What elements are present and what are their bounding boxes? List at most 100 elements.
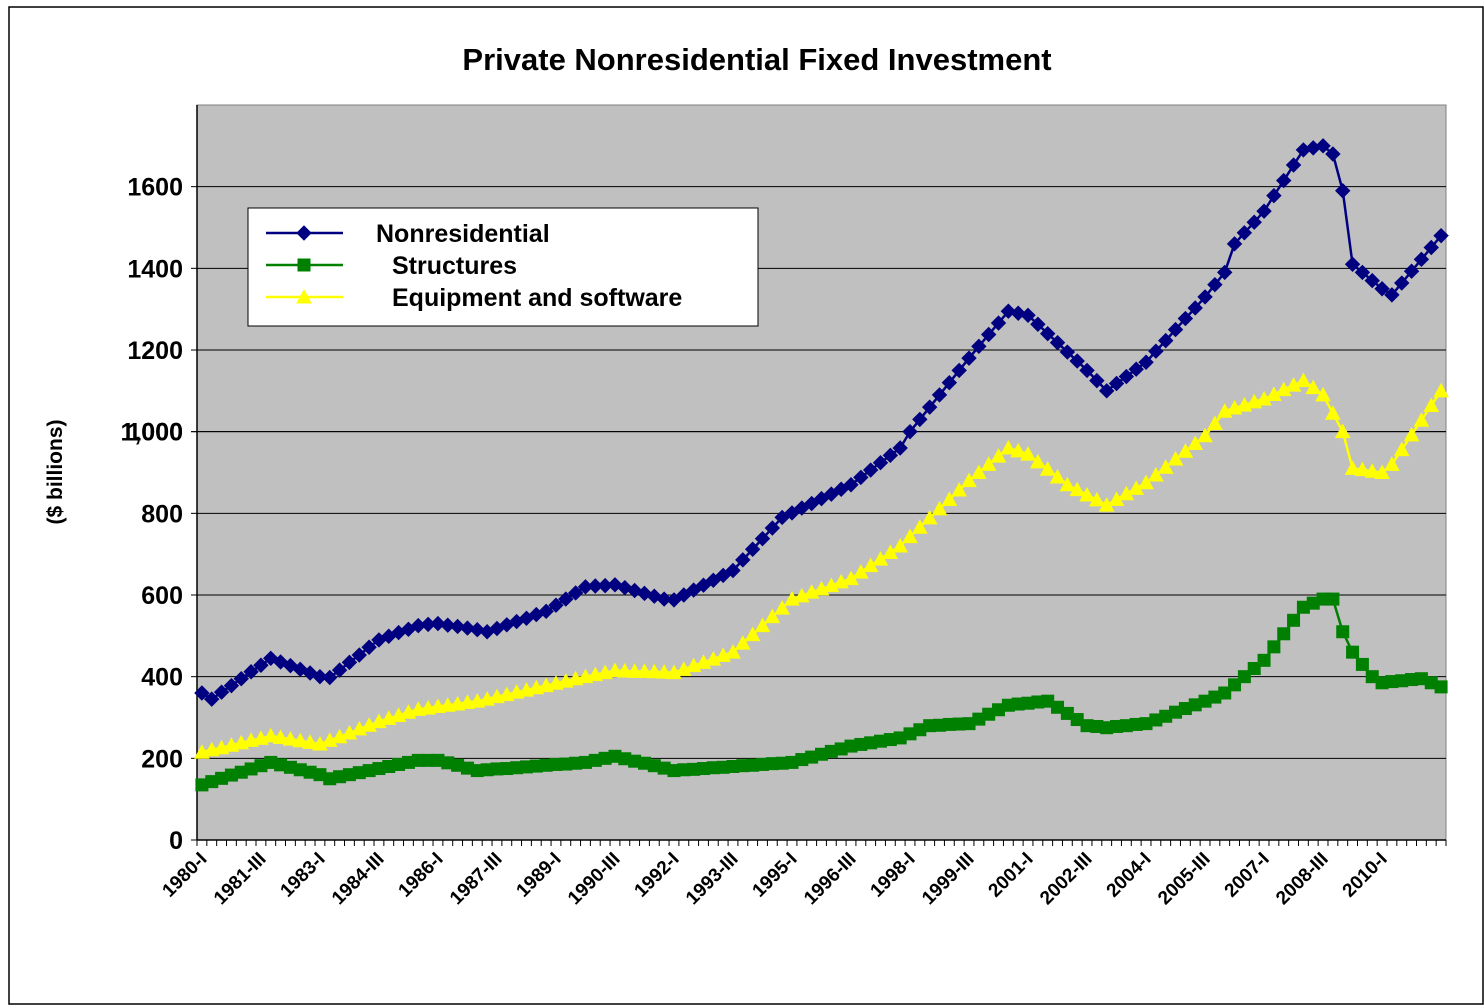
data-marker — [331, 662, 348, 678]
data-marker — [1344, 460, 1361, 475]
data-marker — [744, 626, 761, 642]
data-marker — [1207, 415, 1223, 430]
data-marker — [636, 663, 653, 678]
data-marker — [341, 724, 358, 740]
data-marker — [990, 448, 1007, 463]
data-marker — [1177, 443, 1194, 458]
data-marker — [941, 491, 958, 506]
data-marker — [803, 495, 820, 512]
chart-title: Private Nonresidential Fixed Investment — [462, 42, 1051, 77]
data-marker — [341, 654, 358, 671]
data-marker — [1403, 426, 1420, 442]
data-marker — [1207, 276, 1223, 293]
data-marker — [1346, 645, 1360, 659]
data-marker — [1157, 459, 1174, 474]
data-marker — [951, 362, 967, 379]
data-marker — [1079, 362, 1095, 379]
data-marker — [734, 635, 751, 650]
y-axis-label: ($ billions) — [44, 420, 67, 525]
data-marker — [656, 664, 672, 679]
data-marker — [921, 399, 938, 415]
data-marker — [1030, 453, 1046, 469]
data-marker — [744, 541, 761, 557]
data-marker — [351, 647, 367, 663]
data-marker — [951, 482, 968, 497]
data-marker — [548, 597, 564, 613]
data-marker — [1217, 264, 1233, 281]
data-marker — [980, 326, 997, 343]
data-marker — [872, 454, 889, 471]
data-marker — [1267, 640, 1281, 654]
data-marker — [862, 462, 879, 478]
data-marker — [361, 639, 377, 655]
data-marker — [1364, 463, 1381, 478]
data-marker — [1237, 670, 1251, 684]
data-marker — [931, 387, 948, 403]
data-marker — [754, 617, 771, 633]
data-marker — [853, 469, 869, 486]
data-marker — [912, 519, 928, 534]
data-marker — [296, 225, 312, 241]
data-marker — [1049, 468, 1066, 484]
data-marker — [1266, 187, 1282, 204]
data-marker — [1226, 236, 1243, 252]
y-tick-label: 400 — [141, 664, 183, 692]
data-marker — [292, 732, 309, 748]
data-marker — [656, 591, 672, 607]
data-marker — [705, 572, 722, 589]
data-marker — [296, 288, 312, 304]
data-marker — [1374, 281, 1390, 297]
data-marker — [892, 440, 908, 456]
data-marker — [1089, 372, 1105, 389]
data-marker — [1295, 372, 1312, 388]
data-marker — [1000, 439, 1017, 455]
data-marker — [1228, 678, 1242, 692]
data-marker — [1326, 592, 1340, 606]
y-tick-label: 200 — [141, 745, 183, 773]
data-marker — [980, 456, 997, 471]
data-marker — [902, 528, 918, 544]
data-marker — [1079, 486, 1095, 502]
data-marker — [1197, 289, 1213, 305]
data-marker — [764, 608, 781, 624]
data-marker — [1000, 303, 1017, 319]
data-marker — [1049, 334, 1066, 351]
data-marker — [715, 567, 731, 584]
data-marker — [1325, 146, 1341, 162]
data-marker — [774, 600, 790, 615]
data-marker — [213, 684, 230, 700]
data-marker — [1069, 353, 1085, 369]
data-marker — [1059, 344, 1076, 360]
data-marker — [282, 731, 299, 746]
data-marker — [1287, 613, 1301, 627]
data-marker — [1305, 379, 1322, 395]
data-marker — [272, 729, 289, 745]
data-marker — [1256, 203, 1272, 219]
data-marker — [685, 582, 702, 598]
data-marker — [626, 663, 643, 678]
data-marker — [1148, 466, 1164, 482]
data-marker — [892, 537, 909, 553]
data-marker — [430, 615, 446, 632]
data-marker — [843, 477, 859, 493]
data-marker — [1276, 172, 1292, 189]
data-marker — [902, 423, 918, 440]
data-marker — [1393, 441, 1410, 457]
data-marker — [607, 662, 623, 678]
data-marker — [1277, 627, 1291, 641]
data-marker — [1098, 383, 1115, 399]
data-marker — [1138, 354, 1154, 370]
data-marker — [1433, 227, 1449, 244]
data-marker — [1236, 225, 1253, 241]
data-marker — [1374, 464, 1390, 479]
data-marker — [1315, 138, 1331, 154]
data-marker — [1167, 450, 1184, 466]
data-marker — [262, 727, 279, 743]
data-marker — [1059, 476, 1076, 492]
data-marker — [725, 562, 741, 579]
y-tick-label: 1000 — [127, 419, 183, 447]
data-marker — [1128, 361, 1144, 377]
data-marker — [1334, 423, 1351, 439]
data-marker — [725, 644, 741, 659]
y-tick-label: 0 — [169, 827, 183, 855]
